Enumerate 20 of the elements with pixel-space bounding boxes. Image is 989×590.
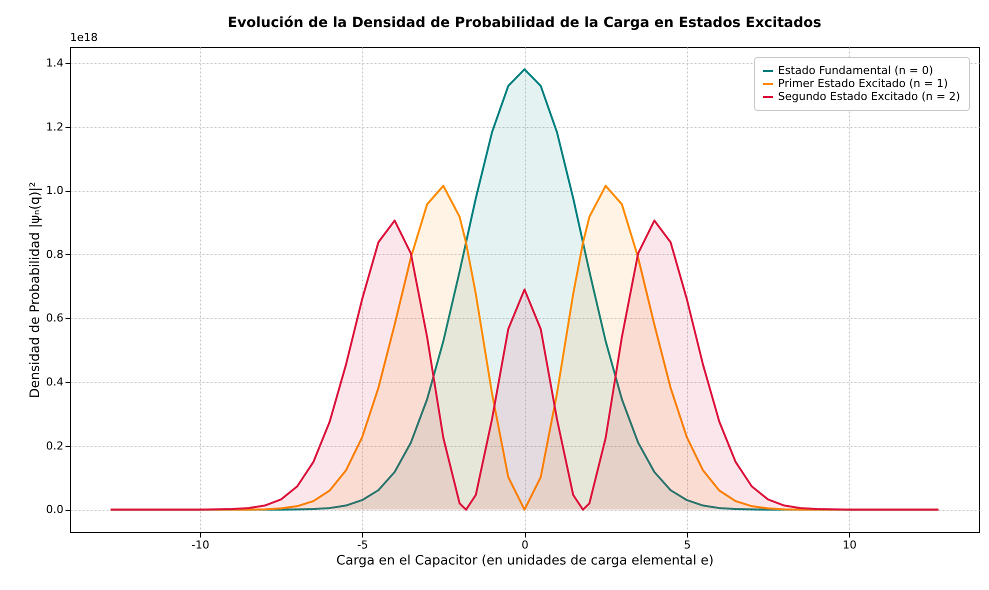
y-tick-label: 1.4 xyxy=(46,56,64,70)
x-tick-label: -10 xyxy=(191,538,210,552)
y-tick-label: 0.8 xyxy=(46,248,64,261)
y-tick-label: 1.0 xyxy=(46,184,64,198)
legend-label: Primer Estado Excitado (n = 1) xyxy=(778,77,948,90)
x-tick-label: -5 xyxy=(357,538,368,552)
x-tick-label: 0 xyxy=(522,538,528,552)
chart-title: Evolución de la Densidad de Probabilidad de la Carga en Estados Excitados xyxy=(228,15,822,31)
legend-label: Segundo Estado Excitado (n = 2) xyxy=(778,90,960,103)
x-tick-label: 10 xyxy=(842,538,857,552)
legend-label: Estado Fundamental (n = 0) xyxy=(778,64,934,77)
x-tick-label: 5 xyxy=(684,538,691,552)
y-tick-label: 0.0 xyxy=(46,503,64,516)
y-tick-label: 0.6 xyxy=(46,312,64,325)
y-tick-label: 0.2 xyxy=(46,439,64,452)
y-tick-label: 0.4 xyxy=(46,376,64,389)
y-tick-label: 1.2 xyxy=(46,120,64,134)
y-axis-title: Densidad de Probabilidad |ψₙ(q)|² xyxy=(28,182,44,398)
text: 1e18 xyxy=(70,31,98,44)
x-axis-title: Carga en el Capacitor (en unidades de carga elemental e) xyxy=(336,554,714,568)
